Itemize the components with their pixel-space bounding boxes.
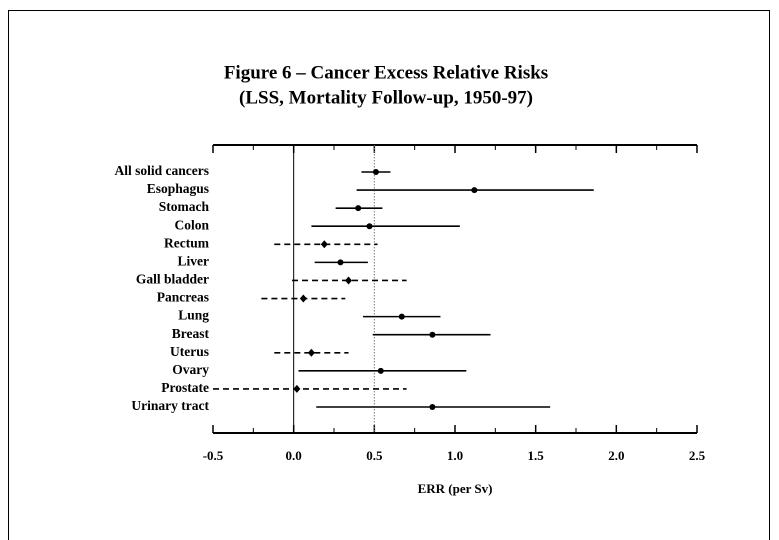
- y-tick-label: Pancreas: [157, 290, 209, 305]
- frame: [8, 10, 770, 540]
- y-tick-label: Liver: [178, 253, 210, 268]
- y-tick-label: All solid cancers: [115, 163, 210, 178]
- y-tick-label: Prostate: [161, 380, 209, 395]
- x-tick-label: 0.5: [366, 448, 383, 463]
- chart-title: Figure 6 – Cancer Excess Relative Risks: [224, 62, 548, 83]
- y-tick-label: Ovary: [172, 362, 209, 377]
- point: [372, 169, 379, 175]
- point: [429, 331, 436, 338]
- x-tick-label: 1.0: [447, 448, 463, 463]
- y-tick-label: Gall bladder: [136, 272, 209, 287]
- y-tick-label: Colon: [174, 217, 209, 232]
- point: [299, 294, 307, 303]
- point: [429, 404, 436, 410]
- point: [471, 187, 478, 194]
- point: [320, 240, 328, 249]
- y-tick-label: Lung: [178, 308, 209, 323]
- y-tick-label: Esophagus: [147, 181, 209, 196]
- point: [345, 276, 353, 285]
- point: [398, 313, 405, 320]
- x-tick-label: -0.5: [203, 448, 224, 463]
- x-tick-label: 1.5: [528, 448, 545, 463]
- point: [337, 259, 344, 266]
- point: [307, 348, 315, 357]
- x-axis-label: ERR (per Sv): [418, 481, 493, 496]
- x-tick-label: 2.5: [689, 448, 706, 463]
- x-tick-label: 2.0: [608, 448, 624, 463]
- y-tick-label: Breast: [172, 326, 210, 341]
- y-tick-label: Stomach: [159, 199, 210, 214]
- point: [355, 205, 362, 212]
- y-tick-label: Urinary tract: [131, 398, 209, 413]
- x-tick-label: 0.0: [286, 448, 302, 463]
- y-tick-label: Rectum: [164, 235, 210, 250]
- point: [293, 384, 301, 393]
- y-tick-label: Uterus: [170, 344, 209, 359]
- point: [377, 367, 384, 374]
- point: [366, 223, 373, 230]
- chart-subtitle: (LSS, Mortality Follow-up, 1950-97): [239, 87, 533, 108]
